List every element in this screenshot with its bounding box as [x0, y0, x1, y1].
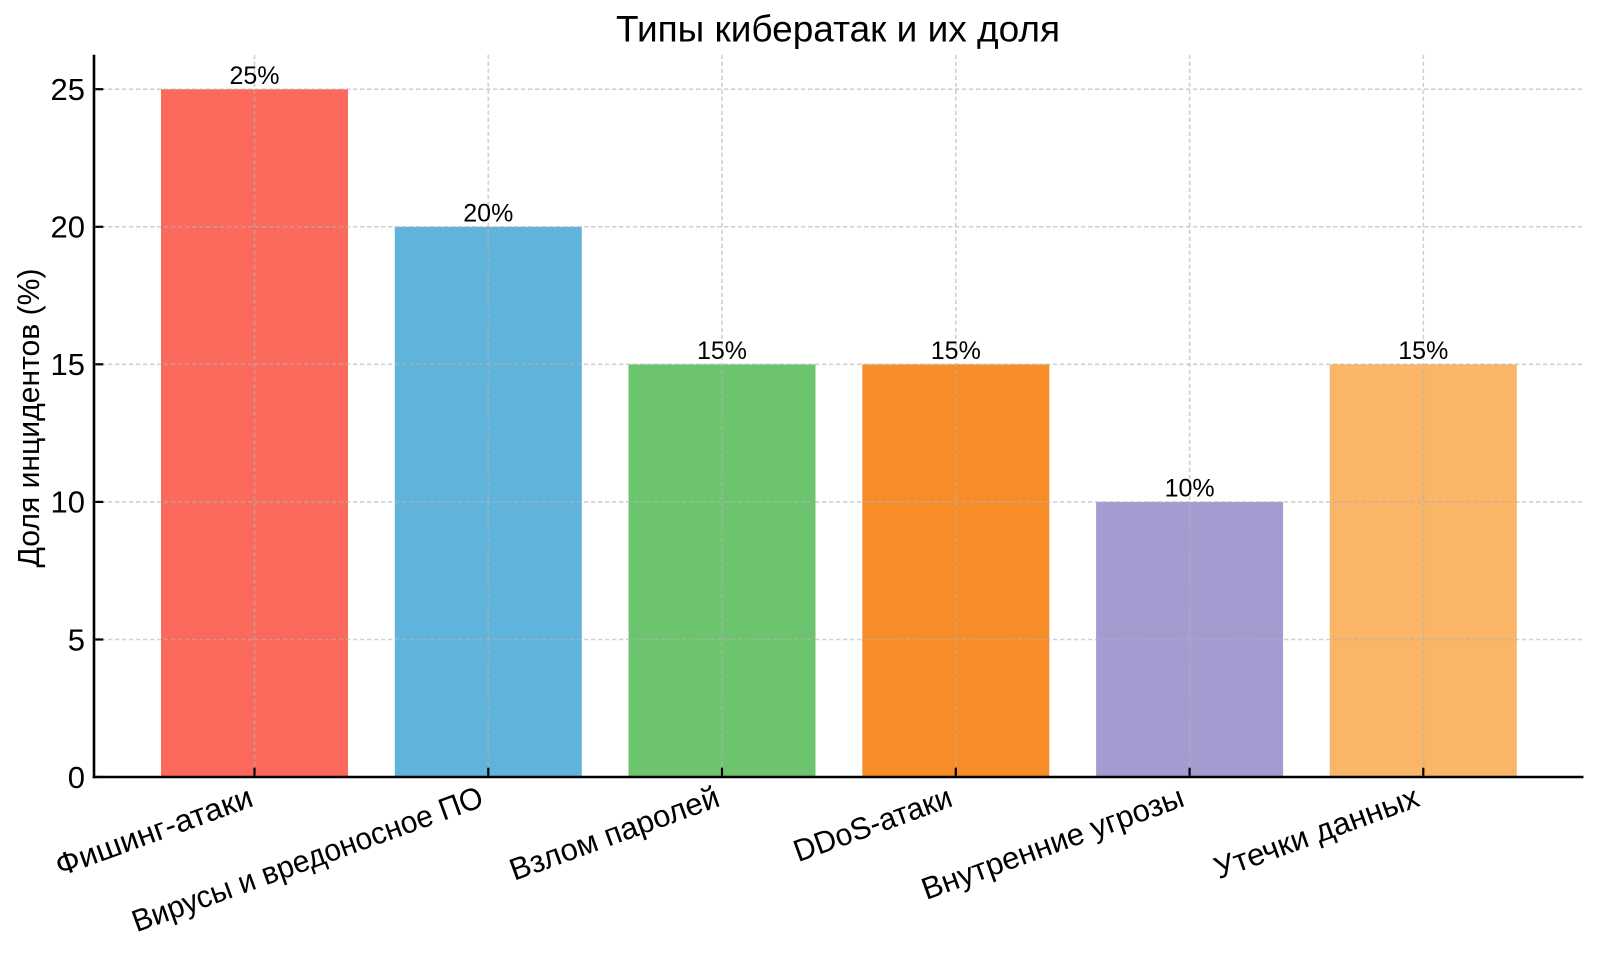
svg-text:15%: 15%: [697, 337, 747, 365]
svg-text:15%: 15%: [1398, 337, 1448, 365]
svg-text:20%: 20%: [463, 200, 513, 228]
svg-text:10: 10: [51, 485, 85, 520]
svg-text:25: 25: [51, 72, 85, 107]
svg-text:25%: 25%: [229, 62, 279, 90]
svg-text:20: 20: [51, 210, 85, 245]
svg-text:10%: 10%: [1165, 475, 1215, 503]
svg-text:Типы кибератак и их доля: Типы кибератак и их доля: [616, 9, 1060, 50]
svg-text:Доля инцидентов (%): Доля инцидентов (%): [11, 269, 46, 568]
svg-text:15%: 15%: [931, 337, 981, 365]
svg-text:0: 0: [68, 760, 85, 795]
svg-text:15: 15: [51, 347, 85, 382]
svg-text:5: 5: [68, 622, 85, 657]
